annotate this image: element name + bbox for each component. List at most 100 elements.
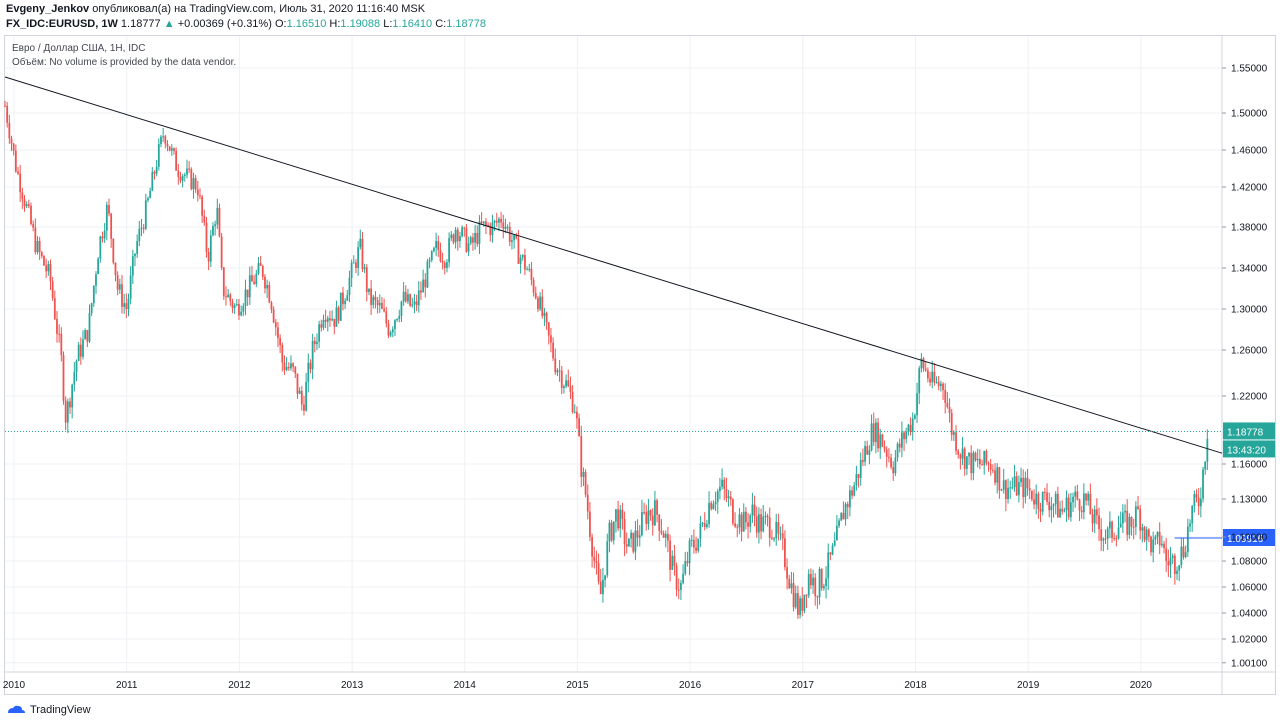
candle-body	[1059, 508, 1061, 518]
x-tick-label: 2019	[1017, 680, 1040, 691]
candle-body	[688, 540, 691, 564]
candle-body	[504, 226, 507, 229]
candle-body	[788, 578, 791, 589]
candle-body	[872, 423, 875, 443]
candle-body	[576, 411, 578, 419]
candle-body	[244, 289, 247, 307]
marker-price-badge	[1223, 529, 1275, 547]
candle-body	[1145, 529, 1148, 540]
candle-body	[684, 561, 687, 574]
candle-body	[493, 220, 496, 223]
candle-body	[870, 423, 873, 451]
candle-body	[1078, 499, 1081, 511]
candle-body	[428, 260, 431, 262]
candle-body	[610, 522, 613, 541]
candle-body	[1091, 514, 1094, 524]
candle-body	[4, 105, 6, 107]
candle-body	[710, 502, 713, 509]
candle-body	[248, 275, 251, 298]
author-name[interactable]: Evgeny_Jenkov	[6, 3, 90, 15]
candle-body	[316, 341, 318, 345]
candle-body	[383, 308, 386, 312]
candle-body	[47, 264, 50, 272]
y-tick-label: 1.42000	[1231, 183, 1268, 194]
candle-body	[489, 225, 492, 236]
y-tick-label: 1.34000	[1231, 264, 1268, 275]
candle-body	[991, 469, 994, 471]
candle-body	[660, 530, 663, 534]
candle-body	[30, 205, 32, 225]
candle-body	[814, 577, 817, 597]
candle-body	[1117, 527, 1120, 539]
candle-body	[838, 520, 840, 526]
candle-body	[43, 256, 45, 266]
candle-body	[822, 586, 825, 589]
candle-body	[883, 446, 886, 450]
candle-body	[547, 322, 550, 336]
candle-body	[214, 224, 217, 227]
candle-body	[797, 593, 799, 615]
candle-body	[745, 511, 747, 523]
candle-body	[495, 220, 498, 223]
candle-body	[207, 251, 210, 262]
candle-body	[86, 330, 89, 342]
y-tick-label: 1.08000	[1231, 557, 1268, 568]
candle-body	[1199, 498, 1202, 507]
candle-body	[12, 143, 15, 151]
candle-body	[1024, 477, 1027, 498]
candle-body	[474, 232, 477, 243]
candle-body	[95, 274, 97, 286]
candle-body	[649, 510, 652, 516]
candle-body	[1193, 494, 1196, 506]
candle-body	[1197, 497, 1200, 507]
candle-body	[235, 304, 238, 306]
current-price-badge	[1223, 422, 1275, 440]
candle-body	[160, 136, 162, 145]
candle-body	[32, 224, 35, 228]
x-tick-label: 2018	[904, 680, 927, 691]
candle-body	[781, 533, 784, 539]
candle-body	[1000, 489, 1003, 491]
candle-body	[851, 490, 853, 496]
candle-body	[1152, 539, 1155, 553]
candle-body	[1186, 526, 1189, 553]
candle-body	[874, 422, 877, 443]
candle-body	[1009, 487, 1012, 489]
candle-body	[441, 261, 444, 263]
candle-body	[976, 458, 979, 461]
candle-body	[209, 235, 212, 262]
candle-body	[318, 324, 321, 342]
candle-body	[23, 199, 26, 207]
candle-body	[307, 362, 310, 382]
countdown-label: 13:43:20	[1227, 445, 1266, 456]
candle-body	[151, 171, 154, 191]
chart-frame[interactable]	[4, 35, 1276, 695]
candle-body	[1072, 496, 1074, 503]
candle-body	[706, 524, 708, 528]
candle-body	[768, 517, 771, 538]
candle-body	[890, 457, 892, 468]
candle-body	[411, 304, 414, 306]
candle-body	[835, 525, 838, 541]
candle-body	[1113, 537, 1116, 539]
candle-body	[586, 494, 589, 512]
candle-body	[101, 236, 104, 239]
candle-body	[450, 234, 453, 239]
candle-body	[621, 509, 624, 519]
candle-body	[1126, 510, 1129, 535]
candle-body	[10, 138, 13, 144]
brand-label[interactable]: TradingView	[30, 704, 91, 716]
candle-body	[937, 382, 940, 387]
candle-body	[79, 344, 82, 357]
candle-body	[994, 470, 996, 483]
candle-body	[415, 301, 418, 306]
candle-body	[725, 488, 728, 498]
candle-body	[630, 532, 632, 539]
candle-body	[929, 378, 931, 383]
candle-body	[8, 122, 11, 139]
trendline[interactable]	[4, 76, 1223, 454]
candle-body	[387, 323, 390, 336]
candle-body	[701, 522, 704, 524]
candle-body	[1137, 506, 1139, 510]
